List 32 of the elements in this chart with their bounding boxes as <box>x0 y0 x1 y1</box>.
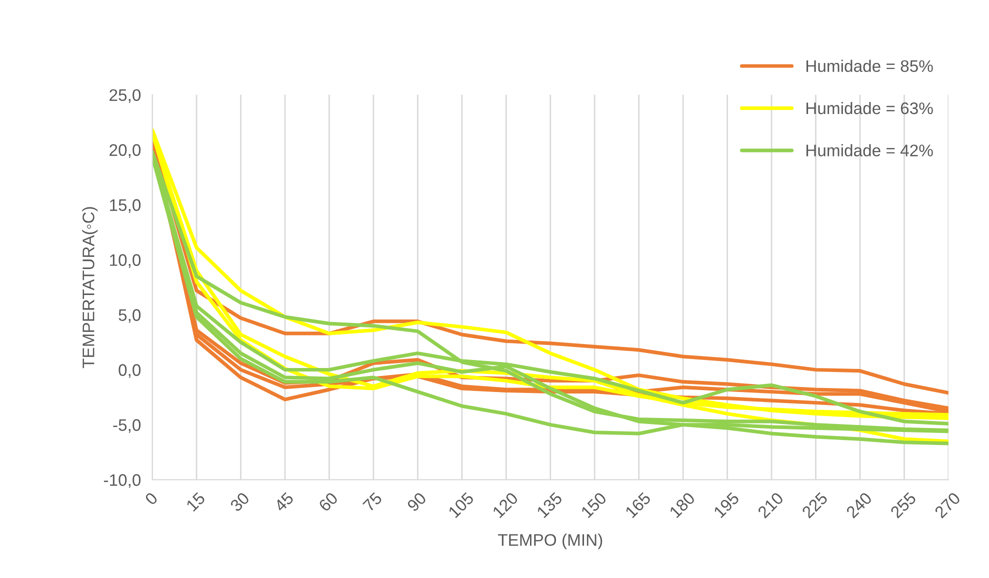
x-tick-label: 225 <box>801 492 828 519</box>
x-tick-label: 120 <box>492 492 519 518</box>
x-tick-label: 210 <box>757 492 784 519</box>
x-tick-label: 195 <box>713 492 740 518</box>
x-tick-label: 0 <box>144 492 158 506</box>
x-tick-label: 90 <box>406 492 427 512</box>
x-axis-title: TEMPO (MIN) <box>498 534 602 550</box>
x-tick-label: 255 <box>890 492 917 519</box>
y-tick-label: 5,0 <box>118 309 141 323</box>
x-tick-label: 105 <box>448 492 474 518</box>
y-axis-title: TEMPERTATURA(◦C) <box>82 207 98 368</box>
y-tick-label: 15,0 <box>110 199 141 213</box>
x-tick-label: 15 <box>186 492 206 512</box>
legend-label: Humidade = 42% <box>806 144 933 156</box>
y-tick-label: 20,0 <box>110 144 141 158</box>
x-tick-label: 165 <box>624 492 652 518</box>
y-tick-label: 25,0 <box>110 89 141 103</box>
x-tick-label: 240 <box>846 492 873 519</box>
x-tick-label: 150 <box>580 492 608 518</box>
x-tick-label: 60 <box>318 492 338 512</box>
y-tick-label: 10,0 <box>110 254 141 268</box>
legend-label: Humidade = 85% <box>806 60 933 72</box>
x-tick-label: 180 <box>668 492 696 518</box>
y-tick-label: 0,0 <box>118 364 141 378</box>
x-tick-label: 270 <box>934 492 961 519</box>
x-tick-label: 45 <box>274 492 294 512</box>
x-tick-label: 135 <box>536 492 563 518</box>
x-tick-label: 30 <box>229 492 250 512</box>
x-tick-label: 75 <box>362 492 383 512</box>
y-tick-label: -10,0 <box>104 474 141 488</box>
legend-label: Humidade = 63% <box>806 102 933 114</box>
y-tick-label: -5,0 <box>113 419 141 433</box>
